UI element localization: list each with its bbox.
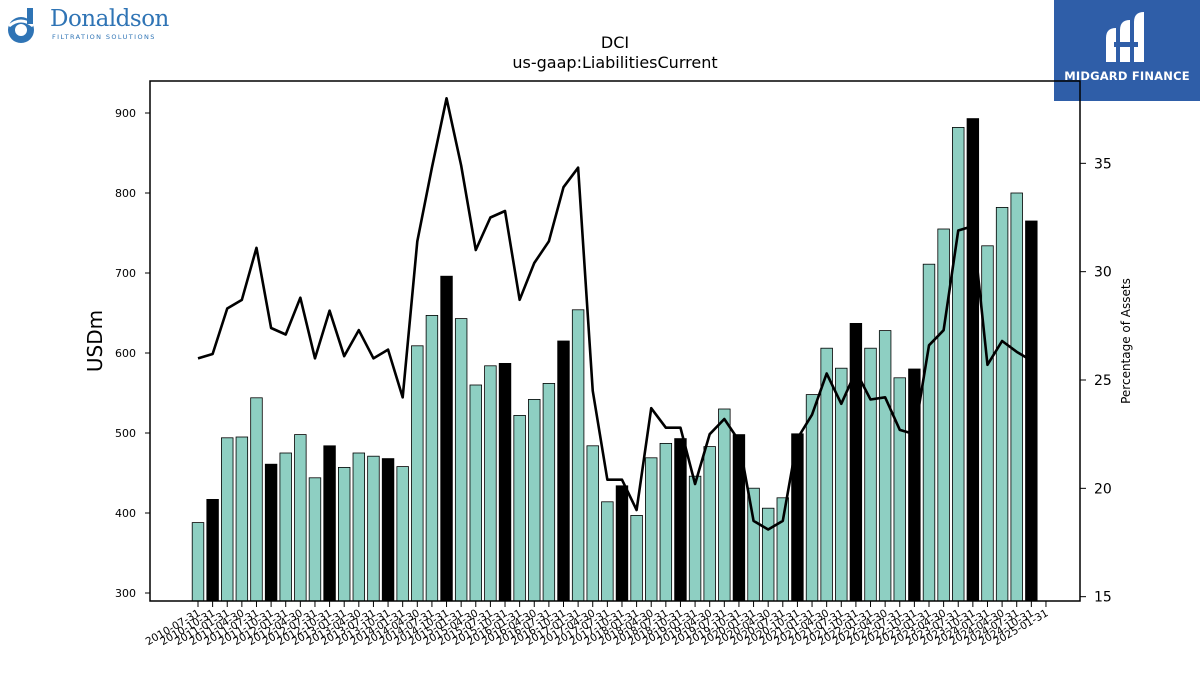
bar xyxy=(323,445,336,602)
midgard-logo-icon xyxy=(1106,12,1144,62)
bar xyxy=(542,382,556,602)
bar xyxy=(703,446,716,602)
bar xyxy=(674,438,687,602)
bar xyxy=(586,445,599,602)
bar xyxy=(250,397,263,602)
y-tick-label: 500 xyxy=(115,427,136,440)
bar xyxy=(878,330,892,602)
axes-layer: 30040050060070080090015202530352010-07-3… xyxy=(115,107,1112,648)
bar xyxy=(440,275,453,602)
bar xyxy=(922,263,936,602)
donaldson-logo: Donaldson FILTRATION SOLUTIONS xyxy=(4,4,179,48)
bar xyxy=(381,458,395,602)
bar xyxy=(206,498,219,602)
y2-tick-label: 30 xyxy=(1094,265,1112,281)
y-tick-label: 300 xyxy=(115,587,136,600)
bar xyxy=(191,522,205,602)
bar xyxy=(352,452,366,602)
bar xyxy=(528,398,541,602)
bar xyxy=(411,345,424,602)
y-tick-label: 700 xyxy=(115,267,136,280)
bar xyxy=(893,377,906,602)
bar xyxy=(645,457,658,602)
bar xyxy=(513,414,526,602)
line-series xyxy=(197,97,1033,531)
bar xyxy=(396,466,409,602)
bar xyxy=(337,466,351,602)
y2-tick-label: 20 xyxy=(1094,481,1112,497)
y2-tick-label: 15 xyxy=(1094,590,1112,606)
y-tick-label: 900 xyxy=(115,107,136,120)
bar xyxy=(601,501,614,602)
donaldson-logo-icon xyxy=(8,8,34,43)
bar xyxy=(454,318,468,602)
bar xyxy=(864,347,877,602)
midgard-brand-name: MIDGARD FINANCE xyxy=(1064,69,1190,83)
bar xyxy=(776,497,790,602)
bar xyxy=(630,515,643,602)
y2-tick-label: 35 xyxy=(1094,156,1112,172)
bar xyxy=(571,309,585,602)
bar xyxy=(235,436,249,602)
chart-subtitle: us-gaap:LiabilitiesCurrent xyxy=(512,53,717,72)
bars-layer xyxy=(191,118,1038,602)
bar xyxy=(688,475,702,602)
bar xyxy=(805,394,819,602)
brand-name: Donaldson xyxy=(50,6,169,32)
bar xyxy=(849,322,863,602)
bar xyxy=(995,206,1009,602)
bar xyxy=(659,442,673,602)
plot-frame xyxy=(149,80,1081,602)
brand-tagline: FILTRATION SOLUTIONS xyxy=(52,33,156,41)
bar xyxy=(1025,220,1038,602)
bar xyxy=(279,452,292,602)
bar xyxy=(308,477,322,602)
bar xyxy=(761,507,775,602)
y-tick-label: 800 xyxy=(115,187,136,200)
midgard-logo: MIDGARD FINANCE xyxy=(1054,0,1200,101)
y2-axis-label: Percentage of Assets xyxy=(1119,278,1133,404)
bar xyxy=(221,437,234,602)
bar xyxy=(1010,192,1023,602)
bar xyxy=(484,365,497,602)
bar xyxy=(557,340,570,602)
bar xyxy=(615,485,629,602)
chart-title: DCI xyxy=(601,33,629,52)
y2-tick-label: 25 xyxy=(1094,373,1112,389)
bar xyxy=(718,408,731,602)
bar xyxy=(981,245,994,602)
bar xyxy=(952,127,965,602)
y-tick-label: 400 xyxy=(115,507,136,520)
bar xyxy=(425,314,439,602)
bar xyxy=(367,455,380,602)
line-layer xyxy=(197,97,1033,531)
bar xyxy=(469,384,482,602)
bar xyxy=(966,118,980,602)
y-axis-label: USDm xyxy=(83,310,107,372)
bar xyxy=(294,434,307,602)
bar xyxy=(937,228,950,602)
y-tick-label: 600 xyxy=(115,347,136,360)
bar xyxy=(264,463,278,602)
bar xyxy=(498,362,512,602)
